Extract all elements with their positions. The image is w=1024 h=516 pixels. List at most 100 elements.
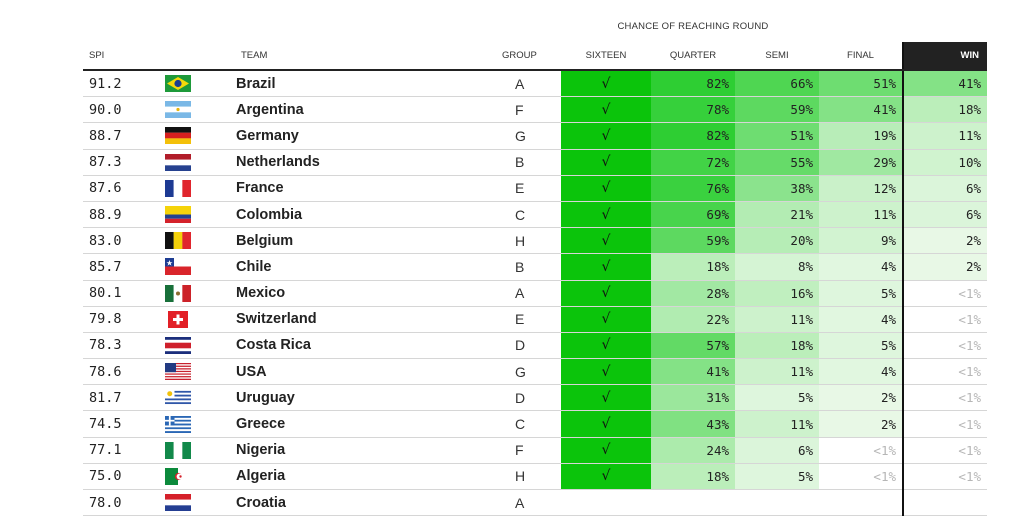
win-cell: <1% [902,437,987,464]
group-letter: E [515,311,525,328]
final-cell: 19% [819,122,903,150]
win-cell: 18% [902,96,987,124]
header-group-label: GROUP [502,50,537,61]
header-group[interactable]: GROUP [406,42,561,71]
table-row[interactable]: 79.8 Switzerland E √ 22% 11% 4% <1% [83,306,987,333]
final-cell: 4% [819,253,903,281]
win-cell: 6% [902,175,987,202]
win-cell: 41% [902,70,987,98]
header-flag [155,42,235,71]
header-quarter[interactable]: QUARTER [651,42,735,71]
semi-cell: 59% [735,96,819,124]
group-cell: E [406,306,561,333]
semi-cell: 55% [735,149,819,176]
table-row[interactable]: 78.0 Croatia A [83,489,987,516]
table-row[interactable]: 81.7 Uruguay D √ 31% 5% 2% <1% [83,384,987,412]
table-row[interactable]: 74.5 Greece C √ 43% 11% 2% <1% [83,410,987,438]
table-row[interactable]: 78.3 Costa Rica D √ 57% 18% 5% <1% [83,332,987,360]
team-name: Netherlands [235,149,406,176]
group-cell: F [406,96,561,124]
final-cell: 2% [819,410,903,438]
group-letter: B [515,258,525,275]
final-cell: 11% [819,201,903,229]
group-cell: A [406,280,561,307]
quarter-cell: 18% [651,463,735,491]
final-cell: 4% [819,306,903,333]
final-cell: 5% [819,332,903,360]
semi-cell [735,489,819,516]
header-sixteen[interactable]: SIXTEEN [561,42,651,71]
team-name: Germany [235,122,406,150]
sixteen-cell: √ [561,227,651,255]
table-row[interactable]: 75.0 Algeria H √ 18% 5% <1% <1% [83,463,987,491]
team-name: Nigeria [235,437,406,464]
table-row[interactable]: 85.7 Chile B √ 18% 8% 4% 2% [83,253,987,281]
sixteen-cell: √ [561,437,651,464]
sixteen-cell: √ [561,463,651,491]
spi-cell: 88.9 [83,201,155,229]
team-name: Switzerland [235,306,406,333]
sixteen-cell: √ [561,253,651,281]
table-row[interactable]: 77.1 Nigeria F √ 24% 6% <1% <1% [83,437,987,464]
table-row[interactable]: 83.0 Belgium H √ 59% 20% 9% 2% [83,227,987,255]
group-letter: F [515,442,524,459]
header-final[interactable]: FINAL [819,42,903,71]
semi-cell: 51% [735,122,819,150]
table-row[interactable]: 88.9 Colombia C √ 69% 21% 11% 6% [83,201,987,229]
header-team[interactable]: TEAM [235,42,406,71]
team-name: Uruguay [235,384,406,412]
uruguay-flag-icon [155,384,235,412]
quarter-cell: 72% [651,149,735,176]
group-letter: H [515,232,526,249]
header-semi[interactable]: SEMI [735,42,819,71]
group-letter: A [515,75,525,92]
table-row[interactable]: 80.1 Mexico A √ 28% 16% 5% <1% [83,280,987,307]
team-name: Algeria [235,463,406,491]
win-cell: <1% [902,463,987,491]
group-cell: G [406,122,561,150]
group-letter: G [515,363,526,380]
group-letter: C [515,206,526,223]
spi-cell: 87.3 [83,149,155,176]
spi-cell: 88.7 [83,122,155,150]
spi-cell: 74.5 [83,410,155,438]
quarter-cell: 59% [651,227,735,255]
table-row[interactable]: 87.6 France E √ 76% 38% 12% 6% [83,175,987,202]
group-cell: D [406,332,561,360]
switzerland-flag-icon [155,306,235,333]
table-row[interactable]: 91.2 Brazil A √ 82% 66% 51% 41% [83,70,987,98]
semi-cell: 38% [735,175,819,202]
win-cell: 10% [902,149,987,176]
win-cell: 11% [902,122,987,150]
quarter-cell: 18% [651,253,735,281]
table-row[interactable]: 88.7 Germany G √ 82% 51% 19% 11% [83,122,987,150]
spi-cell: 90.0 [83,96,155,124]
header-win[interactable]: WIN [902,42,987,71]
sixteen-cell: √ [561,175,651,202]
table-body: 91.2 Brazil A √ 82% 66% 51% 41% 90.0 Argentina F √ 7… [83,70,987,516]
spi-cell: 78.0 [83,489,155,516]
group-cell: A [406,70,561,98]
semi-cell: 18% [735,332,819,360]
sixteen-cell: √ [561,280,651,307]
table-row[interactable]: 78.6 USA G √ 41% 11% 4% <1% [83,358,987,386]
team-name: Mexico [235,280,406,307]
table-row[interactable]: 87.3 Netherlands B √ 72% 55% 29% 10% [83,149,987,176]
final-cell: 51% [819,70,903,98]
group-letter: D [515,389,526,406]
group-cell: C [406,410,561,438]
table-row[interactable]: 90.0 Argentina F √ 78% 59% 41% 18% [83,96,987,124]
header-spi[interactable]: SPI [83,42,155,71]
france-flag-icon [155,175,235,202]
spi-cell: 80.1 [83,280,155,307]
group-letter: H [515,468,526,485]
semi-cell: 11% [735,358,819,386]
group-letter: F [515,101,524,118]
team-name: Chile [235,253,406,281]
group-cell: H [406,463,561,491]
spi-cell: 77.1 [83,437,155,464]
spi-cell: 78.6 [83,358,155,386]
sixteen-cell: √ [561,384,651,412]
group-letter: A [515,285,525,302]
sixteen-cell: √ [561,332,651,360]
